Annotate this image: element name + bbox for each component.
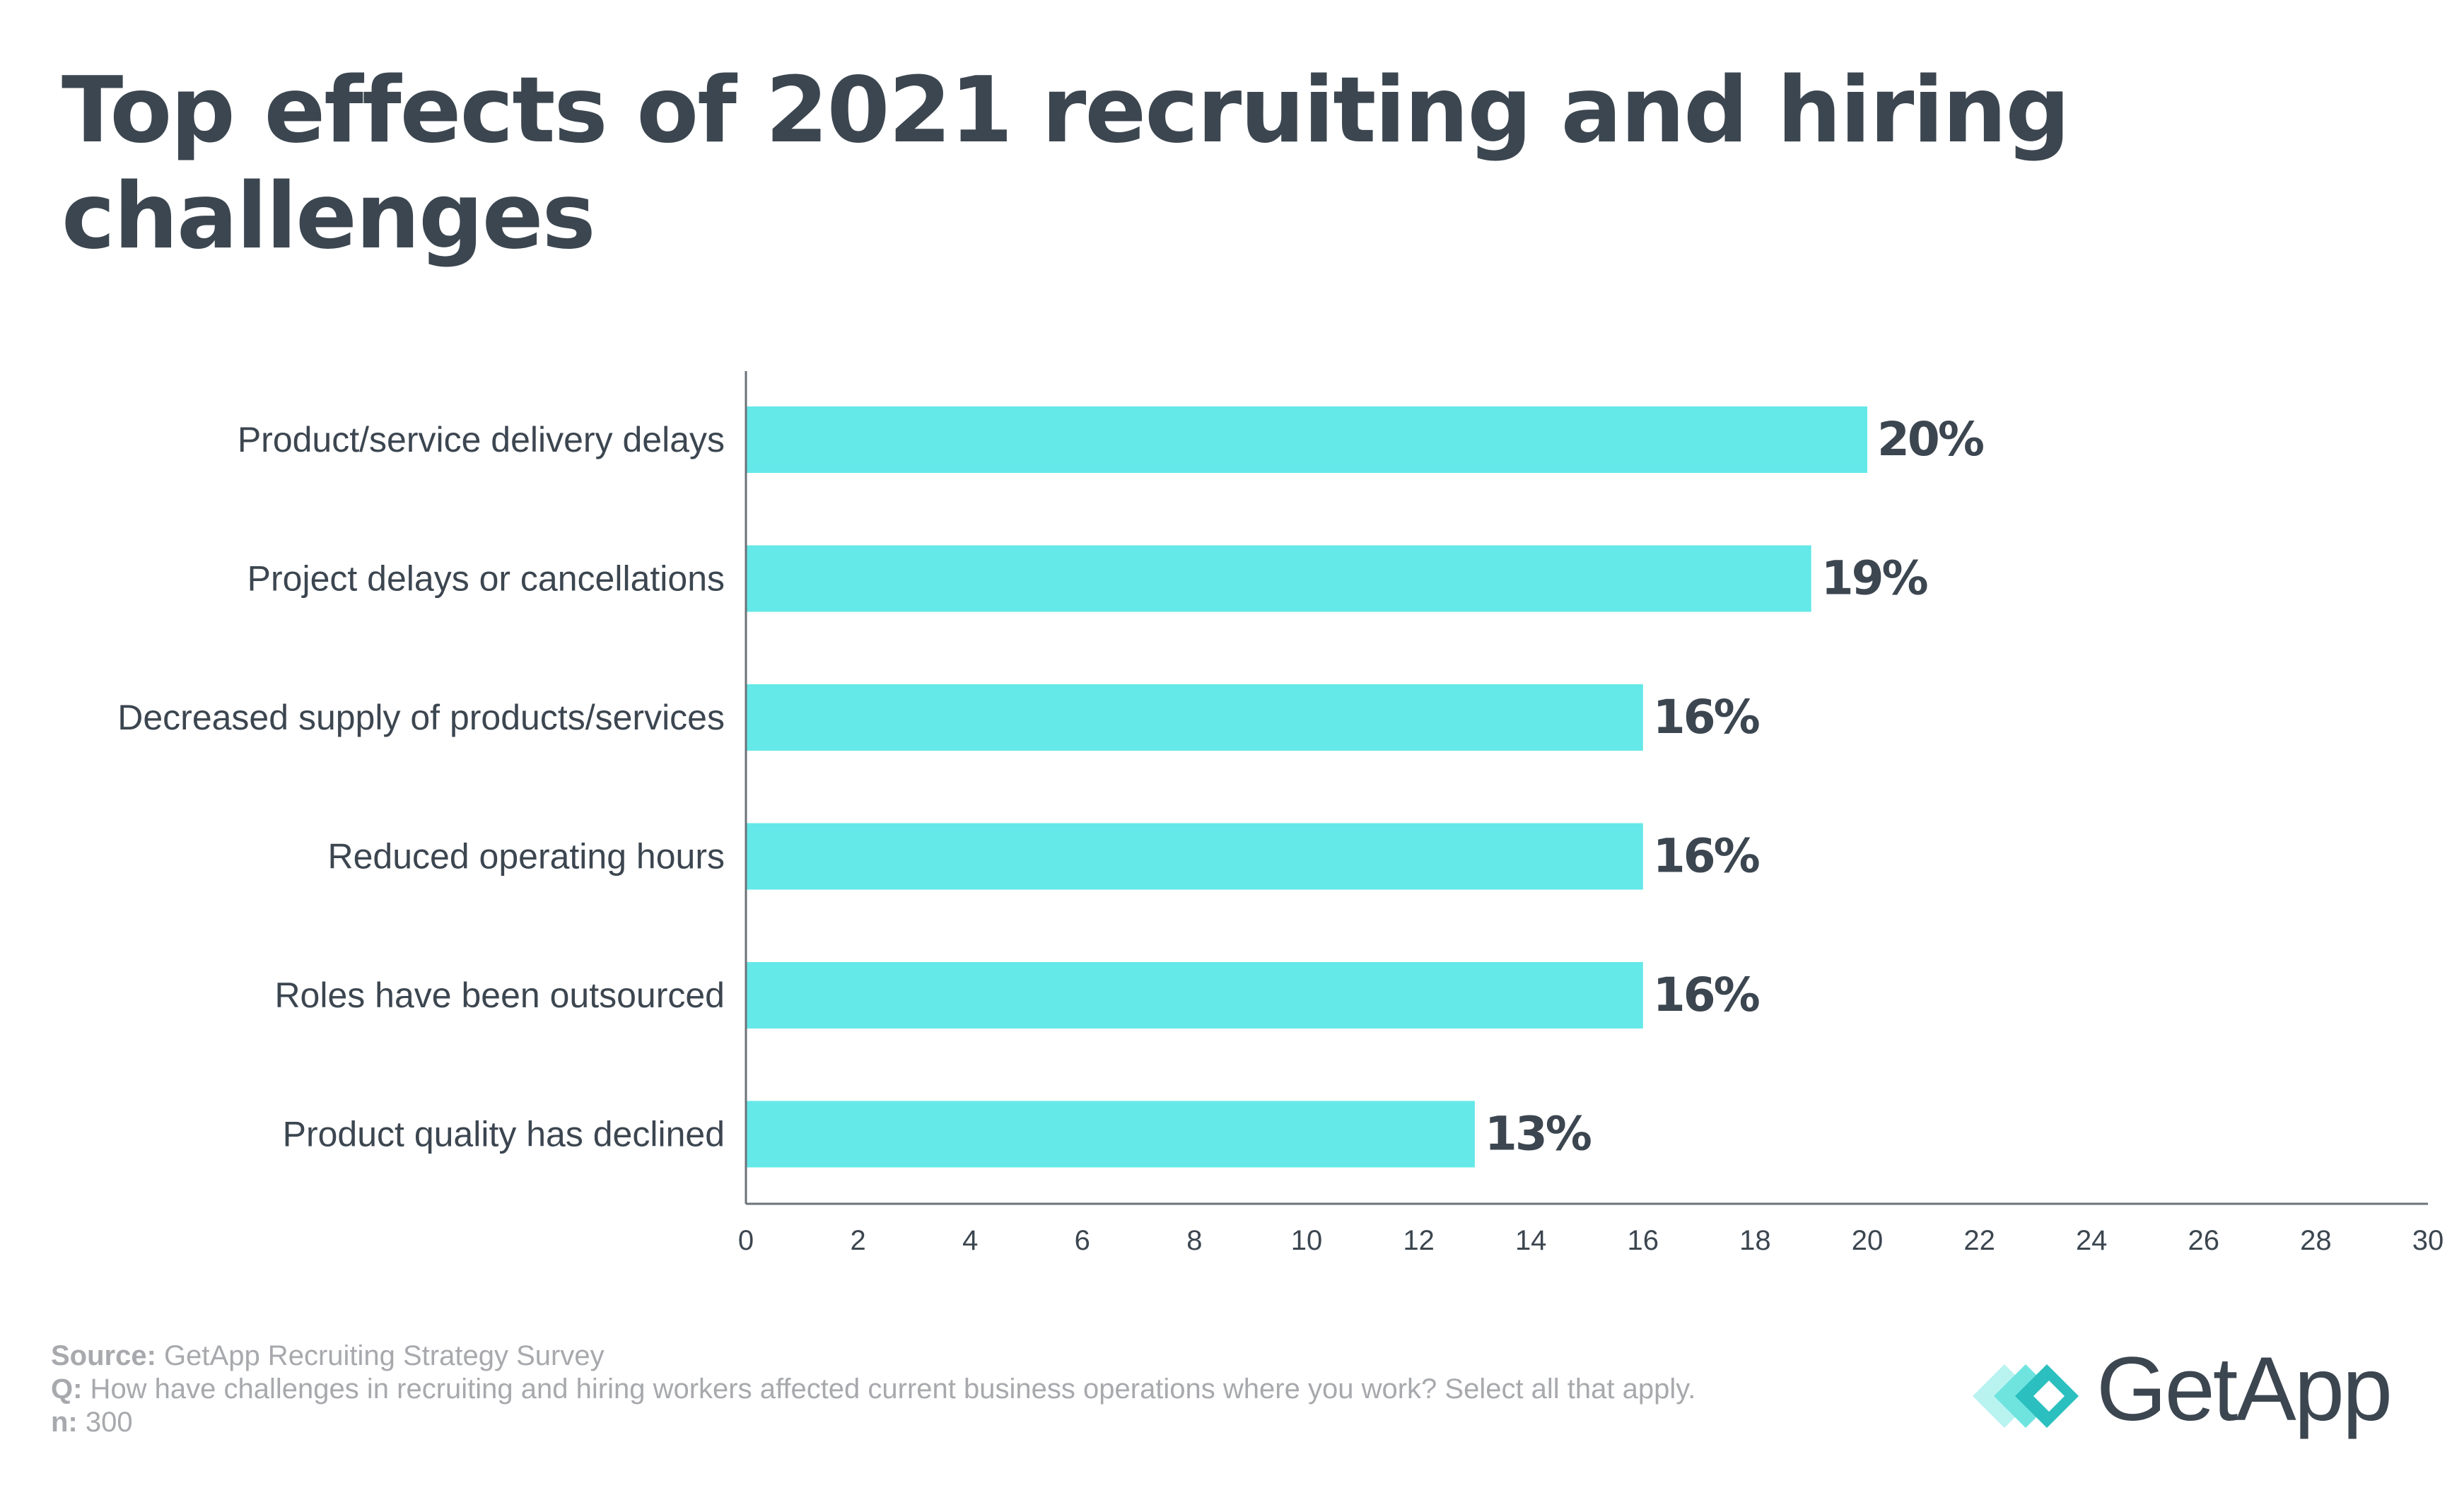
source-line: Source: GetApp Recruiting Strategy Surve… — [51, 1340, 605, 1371]
category-label-3: Reduced operating hours — [328, 837, 725, 877]
x-tick-label-13: 26 — [2188, 1225, 2220, 1256]
category-label-0: Product/service delivery delays — [238, 420, 725, 459]
data-label-3: 16% — [1653, 829, 1760, 884]
sample-size-line: n: 300 — [51, 1407, 133, 1438]
category-label-5: Product quality has declined — [283, 1115, 725, 1154]
bar-3 — [746, 823, 1643, 890]
data-label-1: 19% — [1821, 551, 1928, 606]
x-tick-label-11: 22 — [1963, 1225, 1995, 1256]
category-labels: Product/service delivery delays Project d… — [117, 420, 725, 1154]
x-tick-label-5: 10 — [1291, 1225, 1323, 1256]
data-label-0: 20% — [1877, 412, 1984, 467]
bar-1 — [746, 545, 1811, 612]
getapp-logo: GetApp — [1973, 1339, 2397, 1453]
x-tick-label-2: 4 — [962, 1225, 978, 1256]
category-label-4: Roles have been outsourced — [274, 975, 725, 1015]
bar-0 — [746, 406, 1867, 473]
getapp-chevrons-icon — [1973, 1364, 2079, 1428]
question-line: Q: How have challenges in recruiting and… — [51, 1373, 1696, 1405]
category-label-1: Project delays or cancellations — [247, 559, 725, 599]
data-label-4: 16% — [1653, 968, 1760, 1022]
bar-chart: Product/service delivery delays Project d… — [117, 371, 2444, 1256]
category-label-2: Decreased supply of products/services — [117, 698, 725, 737]
chart-title: Top effects of 2021 recruiting and hirin… — [62, 58, 2070, 269]
data-labels: 20% 19% 16% 16% 16% 13% — [1485, 412, 1986, 1161]
bar-2 — [746, 684, 1643, 751]
x-tick-label-14: 28 — [2300, 1225, 2332, 1256]
chart-footer: Source: GetApp Recruiting Strategy Surve… — [51, 1340, 1695, 1439]
x-tick-label-12: 24 — [2076, 1225, 2108, 1256]
axes — [745, 371, 2428, 1205]
x-tick-label-15: 30 — [2412, 1225, 2444, 1256]
x-tick-label-0: 0 — [738, 1225, 754, 1256]
logo-wordmark: GetApp — [2096, 1339, 2393, 1440]
bars-group — [746, 406, 1867, 1168]
x-tick-label-9: 18 — [1739, 1225, 1771, 1256]
x-tick-label-3: 6 — [1075, 1225, 1090, 1256]
x-tick-label-4: 8 — [1186, 1225, 1202, 1256]
x-tick-label-10: 20 — [1852, 1225, 1884, 1256]
x-tick-labels: 0 2 4 6 8 10 12 14 16 18 20 22 24 26 28 30 — [738, 1225, 2444, 1256]
data-label-2: 16% — [1653, 690, 1760, 744]
x-tick-label-7: 14 — [1515, 1225, 1547, 1256]
x-tick-label-8: 16 — [1628, 1225, 1659, 1256]
bar-4 — [746, 962, 1643, 1028]
x-tick-label-1: 2 — [850, 1225, 865, 1256]
x-tick-label-6: 12 — [1403, 1225, 1435, 1256]
data-label-5: 13% — [1485, 1107, 1592, 1161]
bar-5 — [746, 1101, 1475, 1168]
